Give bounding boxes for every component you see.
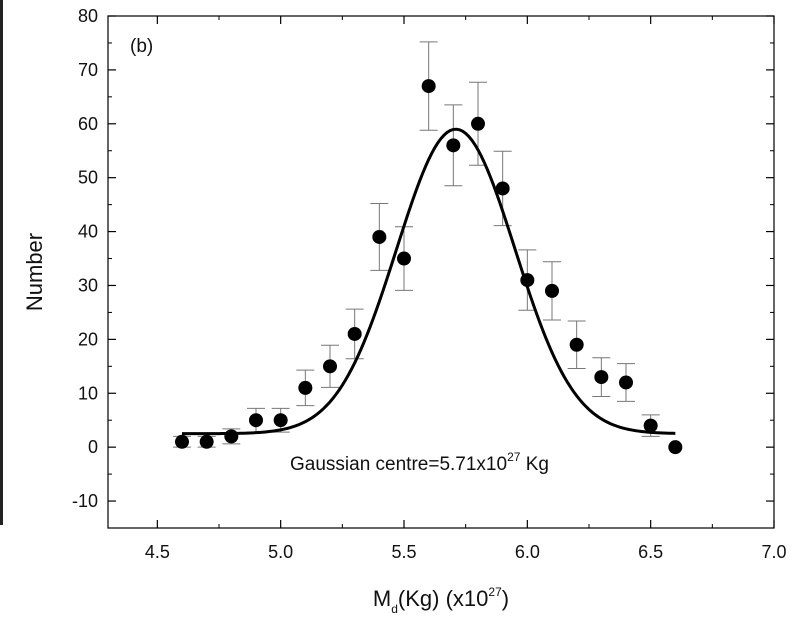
x-title-main: M: [373, 586, 391, 611]
data-point: [347, 326, 362, 341]
x-tick-label: 5.5: [391, 542, 416, 562]
data-point: [298, 380, 313, 395]
data-points: [175, 79, 683, 455]
data-point: [224, 429, 239, 444]
x-axis: 4.5 5.0 5.5 6.0 6.5 7.0: [145, 16, 787, 562]
x-tick-label: 4.5: [145, 542, 170, 562]
data-point: [175, 434, 189, 449]
data-point: [421, 79, 436, 94]
error-bars: [173, 41, 660, 448]
plot-frame: [107, 15, 775, 529]
data-point: [446, 138, 461, 153]
gaussian-annotation: Gaussian centre=5.71x1027 Kg: [290, 450, 549, 475]
x-axis-title: Md(Kg) (x1027): [373, 585, 509, 616]
data-point: [495, 181, 510, 196]
x-tick-label: 5.0: [268, 542, 293, 562]
x-title-sub: d: [391, 602, 398, 616]
y-tick-label: 10: [78, 383, 98, 403]
data-point: [520, 273, 535, 288]
y-tick-label: -10: [72, 491, 98, 511]
annotation-main: Gaussian centre=5.71x10: [290, 454, 507, 475]
data-point: [594, 370, 609, 385]
left-border-strip: [0, 0, 3, 525]
x-title-sup: 27: [488, 585, 502, 599]
y-tick-label: 70: [78, 60, 98, 80]
y-tick-label: 30: [78, 275, 98, 295]
x-tick-label: 7.0: [761, 542, 786, 562]
data-point: [643, 418, 658, 433]
data-point: [471, 116, 485, 131]
y-tick-label: 40: [78, 222, 98, 242]
data-point: [619, 375, 633, 390]
data-point: [372, 229, 387, 244]
data-point: [545, 283, 559, 298]
y-tick-label: 80: [78, 6, 98, 26]
y-tick-label: 0: [88, 437, 98, 457]
data-point: [569, 337, 584, 352]
data-point: [273, 413, 288, 428]
annotation-unit: Kg: [520, 454, 549, 475]
y-axis: -10 0 10 20 30 40 50 60 70 80: [72, 6, 774, 511]
x-tick-label: 6.5: [638, 542, 663, 562]
gaussian-fit-line: [182, 127, 676, 436]
y-tick-label: 50: [78, 168, 98, 188]
x-title-close: ): [502, 586, 509, 611]
annotation-sup: 27: [507, 450, 521, 464]
data-point: [249, 413, 263, 428]
data-point: [323, 359, 337, 374]
panel-label: (b): [130, 36, 153, 57]
y-tick-label: 20: [78, 329, 98, 349]
data-point: [397, 251, 411, 266]
data-point: [668, 440, 683, 455]
x-tick-label: 6.0: [515, 542, 540, 562]
data-point: [199, 434, 214, 449]
x-title-rest: (Kg) (x10: [398, 586, 488, 611]
y-axis-title: Number: [22, 233, 47, 311]
y-tick-label: 60: [78, 114, 98, 134]
